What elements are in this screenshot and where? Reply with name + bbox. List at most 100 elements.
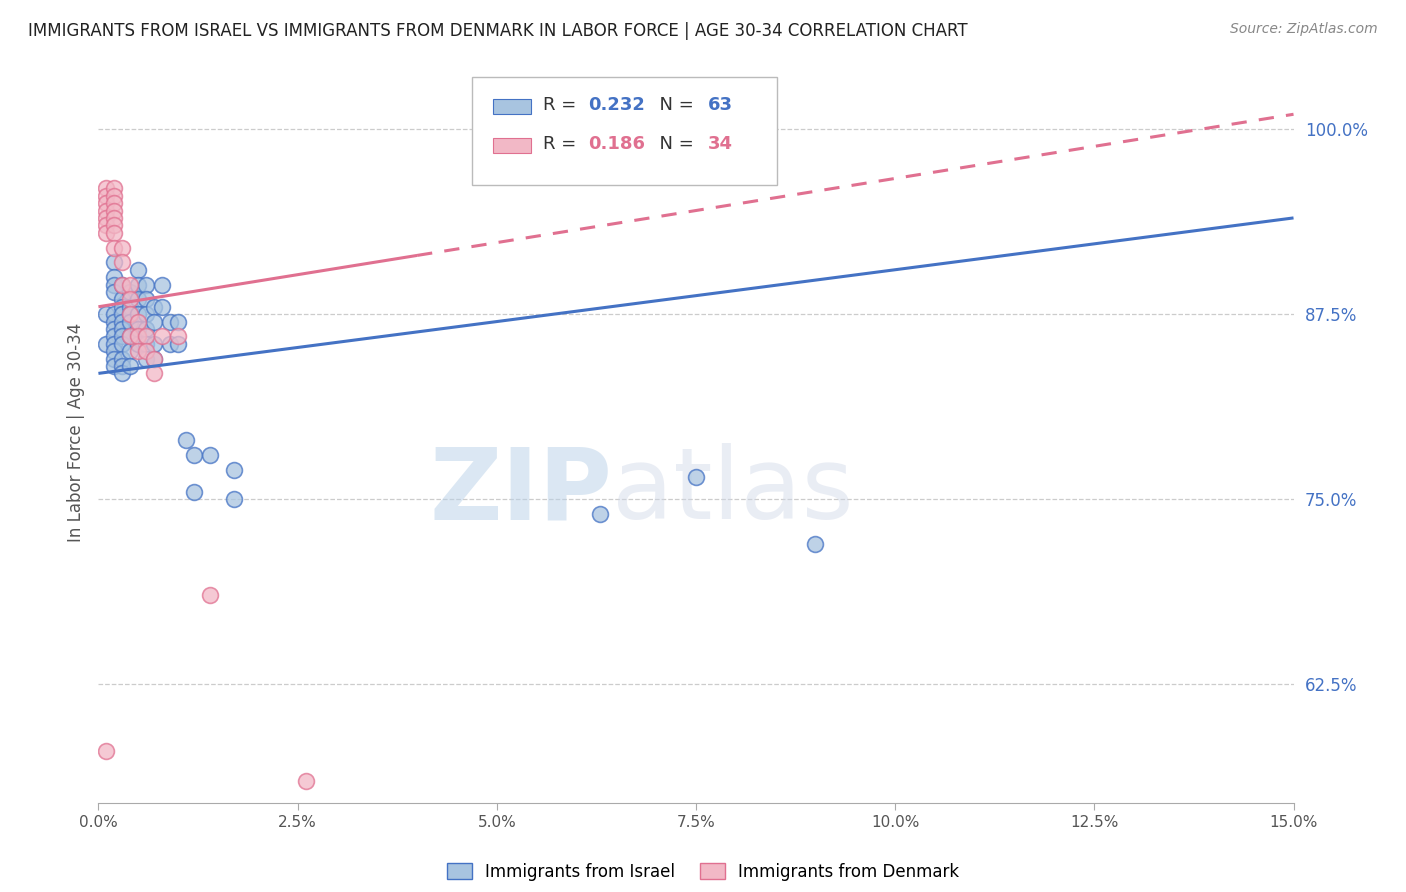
Point (135, 336, 157, 351)
Point (103, 211, 125, 225)
Point (167, 336, 190, 351)
Point (111, 277, 134, 292)
Point (222, 462, 245, 476)
Point (111, 329, 134, 343)
Point (111, 336, 134, 351)
Point (120, 329, 142, 343)
Text: 63: 63 (709, 95, 733, 113)
Point (167, 329, 190, 343)
Point (103, 255, 125, 269)
Point (135, 329, 157, 343)
Point (127, 293, 149, 307)
Point (111, 351, 134, 366)
Point (143, 300, 166, 314)
Point (183, 448, 205, 462)
Text: R =: R = (543, 95, 582, 113)
Point (103, 270, 125, 285)
Point (127, 277, 149, 292)
Point (198, 589, 221, 603)
Point (103, 240, 125, 254)
Point (103, 329, 125, 343)
Point (127, 307, 149, 321)
Text: atlas: atlas (613, 443, 853, 541)
Point (120, 285, 142, 299)
Point (127, 344, 149, 359)
Point (96, 188, 118, 202)
Point (135, 277, 157, 292)
Point (135, 293, 157, 307)
Point (103, 203, 125, 218)
Point (685, 470, 707, 484)
Point (143, 351, 166, 366)
Point (103, 322, 125, 336)
Point (150, 277, 173, 292)
Point (111, 359, 134, 373)
Text: N =: N = (648, 135, 700, 153)
Point (103, 336, 125, 351)
Point (103, 307, 125, 321)
Point (120, 307, 142, 321)
Point (183, 484, 205, 499)
Text: Source: ZipAtlas.com: Source: ZipAtlas.com (1230, 22, 1378, 37)
Point (135, 307, 157, 321)
Point (120, 300, 142, 314)
Point (111, 322, 134, 336)
Point (143, 351, 166, 366)
Point (135, 351, 157, 366)
Y-axis label: In Labor Force | Age 30-34: In Labor Force | Age 30-34 (66, 323, 84, 542)
Text: IMMIGRANTS FROM ISRAEL VS IMMIGRANTS FROM DENMARK IN LABOR FORCE | AGE 30-34 COR: IMMIGRANTS FROM ISRAEL VS IMMIGRANTS FRO… (28, 22, 967, 40)
Point (96, 219, 118, 233)
Point (103, 359, 125, 373)
Text: 0.186: 0.186 (589, 135, 645, 153)
Text: N =: N = (648, 95, 700, 113)
Point (135, 322, 157, 336)
Point (143, 367, 166, 381)
Point (222, 492, 245, 507)
Point (96, 307, 118, 321)
Point (804, 537, 827, 551)
Point (103, 196, 125, 211)
Point (103, 344, 125, 359)
FancyBboxPatch shape (472, 78, 778, 185)
Point (127, 329, 149, 343)
Point (159, 314, 181, 328)
Point (96, 336, 118, 351)
FancyBboxPatch shape (494, 138, 531, 153)
Point (120, 293, 142, 307)
Point (103, 226, 125, 240)
Point (96, 203, 118, 218)
Point (120, 359, 142, 373)
Point (111, 293, 134, 307)
Point (174, 433, 197, 447)
Point (111, 277, 134, 292)
Text: R =: R = (543, 135, 582, 153)
Point (143, 336, 166, 351)
Point (167, 314, 190, 328)
Point (96, 211, 118, 225)
Point (96, 744, 118, 758)
Point (120, 307, 142, 321)
Point (103, 188, 125, 202)
Point (150, 329, 173, 343)
Point (111, 300, 134, 314)
Point (96, 226, 118, 240)
Text: 34: 34 (709, 135, 733, 153)
Point (143, 314, 166, 328)
Text: 0.232: 0.232 (589, 95, 645, 113)
Point (96, 181, 118, 195)
Point (103, 181, 125, 195)
Legend: Immigrants from Israel, Immigrants from Denmark: Immigrants from Israel, Immigrants from … (440, 856, 966, 888)
Point (135, 344, 157, 359)
Point (120, 344, 142, 359)
Point (294, 773, 316, 788)
Point (127, 322, 149, 336)
Point (159, 336, 181, 351)
Text: ZIP: ZIP (429, 443, 613, 541)
Point (111, 367, 134, 381)
Point (111, 314, 134, 328)
Point (96, 196, 118, 211)
Point (589, 507, 612, 521)
Point (127, 336, 149, 351)
Point (103, 285, 125, 299)
Point (127, 262, 149, 277)
